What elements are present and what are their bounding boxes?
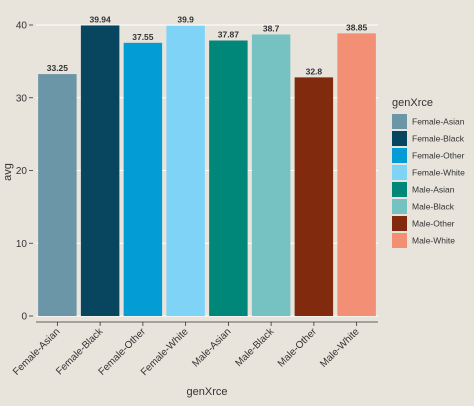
legend-label: Female-White [412, 168, 465, 178]
data-label: 37.55 [132, 32, 154, 42]
data-label: 33.25 [47, 63, 69, 73]
y-axis-title: avg [2, 163, 14, 181]
legend: genXrce Female-Asian Female-Black Female-O… [392, 97, 465, 248]
legend-label: Female-Other [412, 151, 465, 161]
y-tick-label: 20 [16, 166, 28, 177]
bar [294, 77, 334, 316]
legend-label: Female-Black [412, 134, 465, 144]
data-label: 37.87 [218, 29, 240, 39]
y-tick-label: 30 [16, 93, 28, 104]
bar [123, 42, 163, 316]
data-label: 39.94 [89, 14, 111, 24]
legend-swatch [392, 216, 407, 231]
legend-label: Female-Asian [412, 117, 465, 127]
y-tick-label: 0 [21, 312, 27, 323]
data-label: 39.9 [177, 15, 194, 25]
bar [38, 74, 77, 316]
legend-swatch [392, 131, 407, 146]
bar [166, 25, 205, 316]
legend-swatch [392, 233, 407, 248]
bar [209, 40, 248, 316]
x-axis-title: genXrce [187, 386, 228, 398]
bar [80, 25, 120, 317]
legend-swatch [392, 199, 407, 214]
y-axis-ticks: 0 10 20 30 40 [16, 21, 33, 323]
bar [337, 33, 376, 317]
data-labels: 33.25 39.94 37.55 39.9 37.87 38.7 32.8 38.85 [47, 14, 368, 76]
y-tick-label: 40 [16, 21, 28, 32]
legend-swatch [392, 182, 407, 197]
legend-label: Male-Black [412, 202, 455, 212]
data-label: 32.8 [306, 66, 323, 76]
y-tick-label: 10 [16, 239, 28, 250]
data-label: 38.85 [346, 22, 368, 32]
data-label: 38.7 [263, 23, 280, 33]
legend-label: Male-Asian [412, 185, 455, 195]
bars [38, 25, 376, 317]
legend-label: Male-White [412, 236, 455, 246]
legend-title: genXrce [392, 97, 433, 109]
bar [251, 34, 291, 317]
legend-swatch [392, 165, 407, 180]
legend-swatch [392, 114, 407, 129]
legend-swatch [392, 148, 407, 163]
legend-label: Male-Other [412, 219, 455, 229]
